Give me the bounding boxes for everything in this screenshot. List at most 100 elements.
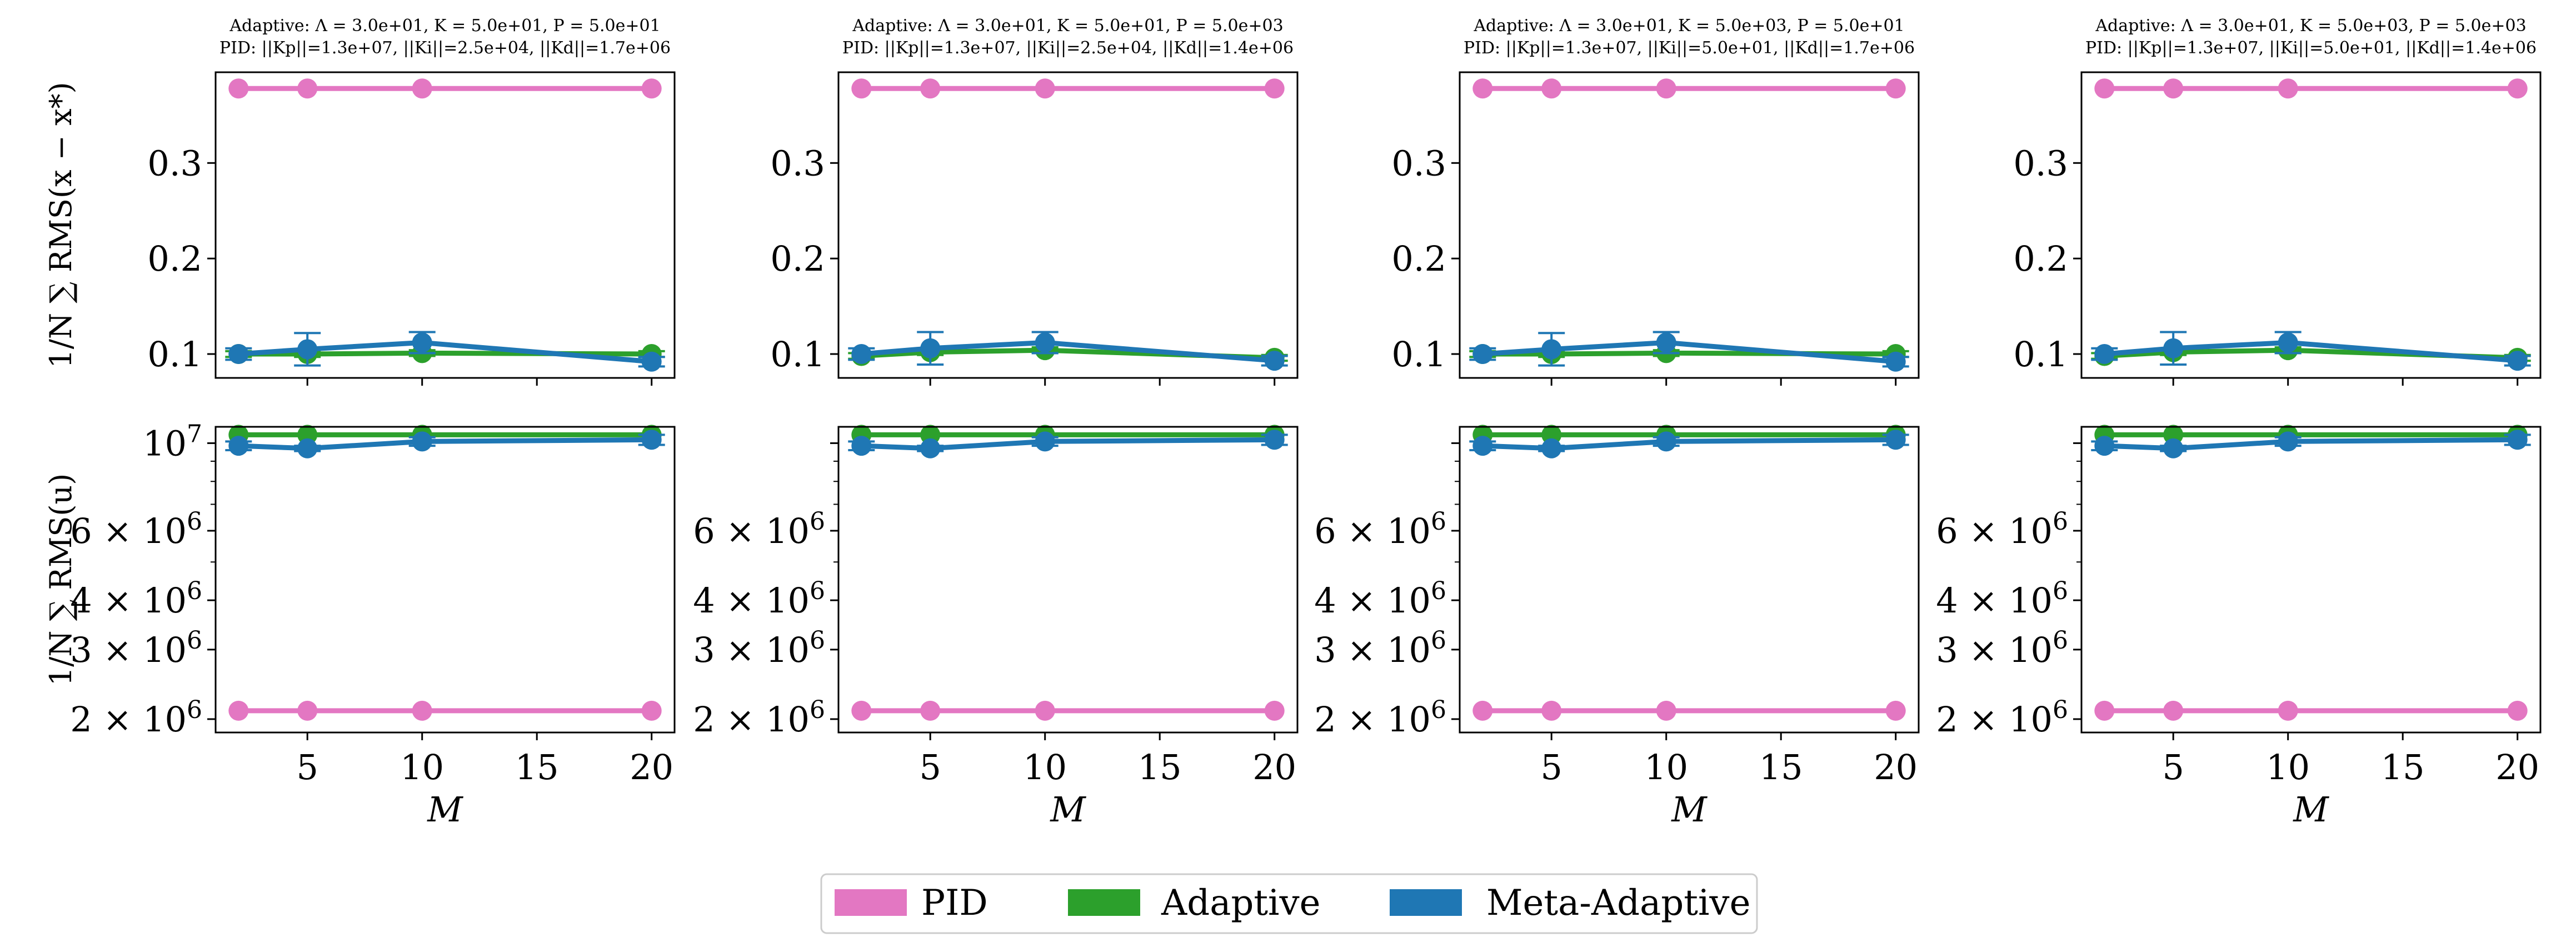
y-tick-label: 2 × 106: [693, 696, 825, 740]
data-point-pid: [1035, 78, 1055, 99]
data-point-meta-adaptive: [2507, 351, 2528, 371]
data-point-meta-adaptive: [851, 344, 872, 365]
y-tick-label: 0.3: [770, 143, 825, 183]
x-tick-label: 10: [1023, 747, 1067, 787]
series-line-meta-adaptive: [861, 437, 1275, 451]
legend-swatch: [1390, 889, 1462, 916]
data-point-pid: [641, 700, 662, 721]
data-point-meta-adaptive: [412, 332, 432, 353]
data-point-meta-adaptive: [1541, 438, 1562, 458]
series-pid: [1472, 700, 1906, 721]
series-pid: [851, 78, 1285, 99]
series-pid: [228, 700, 662, 721]
data-point-meta-adaptive: [1472, 436, 1493, 456]
data-point-pid: [297, 78, 318, 99]
legend-frame: [820, 873, 1758, 934]
data-point-pid: [1541, 700, 1562, 721]
series-meta-adaptive: [2091, 331, 2531, 371]
data-point-pid: [1264, 78, 1285, 99]
series-line-meta-adaptive: [238, 340, 652, 365]
data-point-meta-adaptive: [297, 438, 318, 458]
y-tick-label: 6 × 106: [693, 507, 825, 551]
data-point-pid: [1264, 700, 1285, 721]
legend-label: Adaptive: [1161, 883, 1321, 924]
data-point-meta-adaptive: [1541, 339, 1562, 360]
subplot-title-line: PID: ||Kp||=1.3e+07, ||Ki||=5.0e+01, ||K…: [1464, 38, 1915, 58]
y-axis-label: 1/N ∑ RMS(x − x*): [43, 82, 78, 368]
y-tick-label: 0.1: [2013, 334, 2068, 375]
data-point-pid: [2094, 700, 2115, 721]
data-point-pid: [297, 700, 318, 721]
data-point-pid: [2094, 78, 2115, 99]
y-tick-label: 0.2: [2013, 238, 2068, 279]
legend: PID Adaptive Meta-Adaptive: [820, 873, 1758, 934]
series-line-meta-adaptive: [2104, 437, 2518, 451]
data-point-pid: [412, 700, 432, 721]
data-point-pid: [2507, 700, 2528, 721]
axes-frame: [214, 71, 676, 379]
series-pid: [2094, 78, 2528, 99]
data-point-pid: [412, 78, 432, 99]
x-tick-label: 10: [400, 747, 444, 787]
series-meta-adaptive: [848, 430, 1288, 458]
data-point-meta-adaptive: [851, 436, 872, 456]
x-tick-label: 10: [1644, 747, 1688, 787]
series-meta-adaptive: [1469, 331, 1909, 372]
data-point-pid: [1656, 700, 1676, 721]
y-tick-label: 6 × 106: [1314, 507, 1446, 551]
data-point-meta-adaptive: [641, 430, 662, 450]
series-pid: [851, 700, 1285, 721]
subplot-title-line: PID: ||Kp||=1.3e+07, ||Ki||=5.0e+01, ||K…: [2085, 38, 2537, 58]
data-point-pid: [228, 700, 249, 721]
y-tick-label: 3 × 106: [693, 626, 825, 670]
x-axis-label: M: [1671, 789, 1708, 830]
axes-frame: [837, 71, 1299, 379]
y-tick-label: 4 × 106: [693, 577, 825, 621]
data-point-meta-adaptive: [1656, 431, 1676, 452]
y-tick-label: 3 × 106: [1936, 626, 2068, 670]
y-tick-label: 4 × 106: [70, 577, 202, 621]
series-line-meta-adaptive: [2104, 340, 2518, 363]
x-tick-label: 20: [2495, 747, 2539, 787]
x-tick-label: 5: [2162, 747, 2184, 787]
data-point-pid: [851, 78, 872, 99]
series-meta-adaptive: [848, 331, 1288, 371]
data-point-pid: [2163, 700, 2184, 721]
y-tick-label: 2 × 106: [70, 696, 202, 740]
y-tick-label: 0.2: [770, 238, 825, 279]
series-pid: [2094, 700, 2528, 721]
subplot-top-2: Adaptive: Λ = 3.0e+01, K = 5.0e+01, P = …: [770, 16, 1299, 386]
subplot-bottom-4: 5 10 15 20 2 × 106 3 × 106 4 × 106 6 × 106 M: [1936, 425, 2542, 830]
data-point-meta-adaptive: [2278, 431, 2298, 452]
series-meta-adaptive: [2091, 430, 2531, 458]
y-axis-label: 1/N ∑ RMS(u): [43, 473, 78, 686]
data-point-pid: [1541, 78, 1562, 99]
data-point-meta-adaptive: [2278, 332, 2298, 353]
axes-frame: [1459, 426, 1920, 734]
x-tick-label: 5: [296, 747, 318, 787]
y-tick-label: 107: [143, 420, 202, 463]
subplot-top-1: Adaptive: Λ = 3.0e+01, K = 5.0e+01, P = …: [43, 16, 676, 386]
series-line-meta-adaptive: [861, 340, 1275, 363]
series-line-meta-adaptive: [1482, 437, 1896, 451]
data-point-meta-adaptive: [1472, 344, 1493, 365]
x-axis-label: M: [2293, 789, 2329, 830]
x-tick-label: 10: [2266, 747, 2310, 787]
series-pid: [228, 78, 662, 99]
y-tick-label: 3 × 106: [1314, 626, 1446, 670]
data-point-pid: [1885, 78, 1906, 99]
series-meta-adaptive: [1469, 430, 1909, 458]
subplot-bottom-3: 5 10 15 20 2 × 106 3 × 106 4 × 106 6 × 106 M: [1314, 425, 1920, 830]
series-meta-adaptive: [225, 430, 665, 458]
legend-item-adaptive: Adaptive: [1068, 883, 1321, 924]
data-point-meta-adaptive: [2163, 338, 2184, 358]
data-point-pid: [2278, 78, 2298, 99]
data-point-meta-adaptive: [228, 344, 249, 365]
x-axis-label: M: [427, 789, 463, 830]
x-tick-label: 5: [1540, 747, 1562, 787]
data-point-pid: [228, 78, 249, 99]
data-point-meta-adaptive: [1264, 430, 1285, 450]
data-point-pid: [1472, 78, 1493, 99]
x-tick-label: 20: [1252, 747, 1296, 787]
subplot-title-line: Adaptive: Λ = 3.0e+01, K = 5.0e+03, P = …: [1473, 16, 1904, 36]
